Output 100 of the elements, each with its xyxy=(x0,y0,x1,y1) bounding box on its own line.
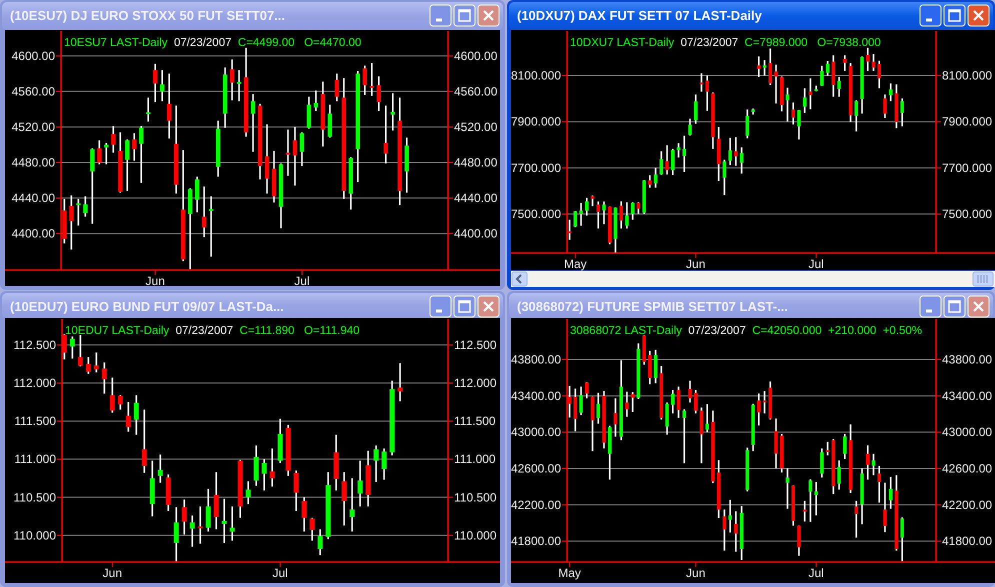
candlestick xyxy=(694,94,698,125)
candlestick xyxy=(872,453,876,476)
y-tick-label: 110.000 xyxy=(14,528,56,542)
candlestick xyxy=(636,201,640,215)
y2-tick-label: 4600.00 xyxy=(454,48,498,63)
y-tick-label: 7700.000 xyxy=(510,160,562,175)
y2-tick-label: 110.000 xyxy=(454,528,497,542)
candlestick xyxy=(300,131,304,167)
y2-tick-label: 41800.00 xyxy=(942,534,992,548)
candlestick xyxy=(820,448,824,478)
candlestick xyxy=(648,174,652,188)
candlestick xyxy=(602,200,606,225)
candlestick xyxy=(318,528,323,556)
candlestick xyxy=(700,406,704,464)
candlestick xyxy=(837,76,841,98)
y2-tick-label: 111.500 xyxy=(454,414,496,428)
candlestick xyxy=(585,197,589,216)
candlestick xyxy=(877,60,882,90)
candlestick xyxy=(826,441,830,456)
candlestick xyxy=(665,144,669,176)
candlestick xyxy=(202,186,206,238)
x-tick-label: Jun xyxy=(686,566,706,580)
x-tick-label: Jun xyxy=(146,274,165,288)
candlestick xyxy=(705,74,709,112)
candlestick xyxy=(374,444,379,483)
candlestick xyxy=(728,499,732,534)
candlestick xyxy=(310,517,315,542)
y2-tick-label: 7900.000 xyxy=(942,114,992,129)
candlestick xyxy=(358,460,363,508)
candlestick xyxy=(619,200,623,230)
candlestick xyxy=(688,380,692,404)
y-tick-label: 7500.000 xyxy=(510,207,562,221)
candlestick xyxy=(596,392,600,424)
candlestick xyxy=(757,392,761,426)
candlestick xyxy=(286,128,290,177)
y-tick-label: 4560.00 xyxy=(12,84,56,98)
candlestick xyxy=(802,87,806,114)
candlestick xyxy=(579,202,583,227)
candlestick xyxy=(671,389,675,414)
candlestick xyxy=(182,498,187,536)
candlestick xyxy=(682,408,686,464)
y-tick-label: 112.000 xyxy=(14,376,56,390)
candlestick xyxy=(153,63,158,103)
candlestick xyxy=(292,126,298,186)
candlestick xyxy=(134,394,139,436)
candlestick xyxy=(808,478,812,523)
candlestick xyxy=(294,470,299,512)
candlestick xyxy=(90,147,94,225)
candlestick xyxy=(808,78,812,110)
x-tick-label: Jul xyxy=(808,566,824,580)
candlestick xyxy=(797,524,801,557)
candlestick xyxy=(362,64,368,96)
x-tick-label: May xyxy=(564,257,587,271)
y2-tick-label: 112.500 xyxy=(454,338,497,352)
y2-tick-label: 4400.00 xyxy=(454,226,498,241)
y-tick-label: 43000.00 xyxy=(510,425,562,440)
candlestick xyxy=(768,48,772,86)
candlestick xyxy=(837,460,841,490)
candlestick xyxy=(660,150,664,176)
candlestick xyxy=(888,476,892,510)
x-tick-label: May xyxy=(558,566,581,580)
candlestick xyxy=(306,96,312,130)
candlestick xyxy=(722,158,726,196)
candlestick xyxy=(222,498,227,544)
candlestick xyxy=(376,76,381,112)
y-tick-label: 112.500 xyxy=(14,338,56,352)
candlestick xyxy=(786,86,790,122)
y-tick-label: 43400.00 xyxy=(510,388,562,403)
candlestick xyxy=(125,138,130,192)
candlestick xyxy=(866,444,870,480)
candlestick xyxy=(574,388,578,432)
candlestick xyxy=(167,72,172,140)
candlestick xyxy=(854,99,858,132)
candlestick xyxy=(590,194,594,207)
candlestick xyxy=(757,56,761,78)
candlestick xyxy=(722,508,726,552)
candlestick xyxy=(854,500,858,538)
y2-tick-label: 4480.00 xyxy=(454,155,498,170)
candlestick xyxy=(174,506,179,562)
candlestick xyxy=(728,137,732,166)
candlestick xyxy=(104,142,108,166)
y2-tick-label: 111.000 xyxy=(454,452,496,466)
candlestick xyxy=(590,396,594,452)
candlestick xyxy=(676,142,680,158)
y2-tick-label: 42200.00 xyxy=(942,498,992,512)
text: 10EDU7 LAST-Daily 07/23/2007 C=111.890 O=111.940 xyxy=(65,325,360,337)
candlestick xyxy=(270,448,275,488)
chart-title: (30868072) FUTURE SPMIB SETT07 LAST-... xyxy=(517,299,788,314)
x-tick-label: Jun xyxy=(102,566,122,580)
x-tick-label: Jun xyxy=(686,257,706,271)
candlestick xyxy=(762,390,766,414)
candlestick xyxy=(382,448,387,481)
candlestick xyxy=(350,477,355,532)
candlestick xyxy=(111,125,116,154)
candlestick xyxy=(160,69,164,102)
y2-tick-label: 43800.00 xyxy=(942,352,992,366)
candlestick xyxy=(654,167,658,188)
candlestick xyxy=(139,125,144,184)
candlestick xyxy=(230,58,234,102)
candlestick xyxy=(797,109,801,140)
